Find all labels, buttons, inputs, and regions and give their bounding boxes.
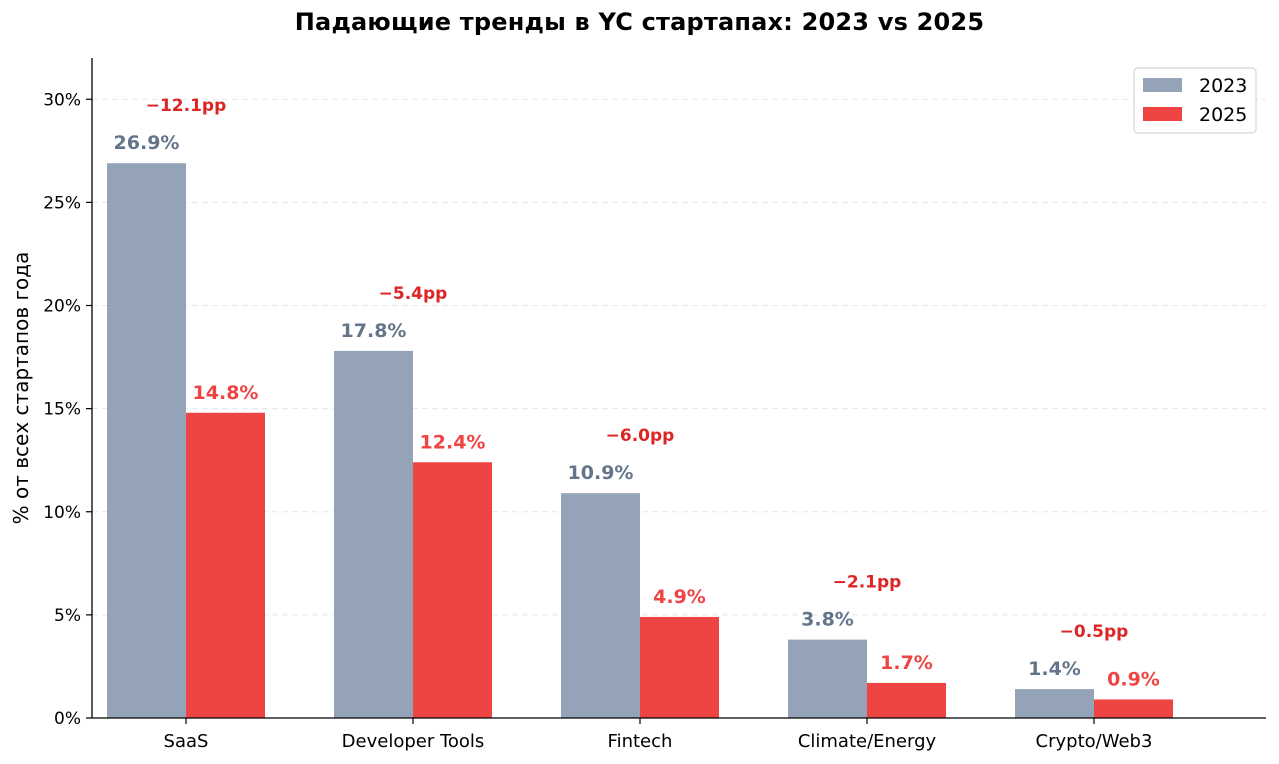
change-annotation: −12.1pp [146, 96, 227, 116]
y-tick-label: 25% [43, 193, 81, 213]
bar-2025 [867, 682, 946, 718]
bar-value-label: 12.4% [420, 431, 486, 453]
x-tick-label: Fintech [608, 731, 673, 752]
bar-2023 [1015, 689, 1094, 718]
y-tick-label: 30% [43, 90, 81, 110]
bar-2023 [334, 350, 413, 718]
legend-label: 2025 [1199, 104, 1247, 126]
legend-swatch-2025 [1143, 107, 1182, 121]
legend-label: 2023 [1199, 75, 1247, 97]
change-annotation: −6.0pp [606, 426, 675, 446]
x-tick-label: Crypto/Web3 [1036, 731, 1153, 752]
bar-value-label: 1.7% [880, 652, 933, 674]
y-tick-label: 5% [54, 606, 81, 626]
bar-2025 [413, 462, 492, 718]
bar-value-label: 0.9% [1107, 668, 1160, 690]
y-tick-label: 10% [43, 503, 81, 523]
change-annotation: −5.4pp [379, 284, 448, 304]
x-tick-label: SaaS [164, 731, 209, 752]
bar-value-label: 4.9% [653, 586, 706, 608]
change-annotation: −0.5pp [1060, 622, 1129, 642]
bar-2023 [788, 639, 867, 718]
x-tick-label: Developer Tools [342, 731, 485, 752]
bar-value-label: 10.9% [568, 462, 634, 484]
y-tick-label: 15% [43, 400, 81, 420]
bar-2025 [1094, 699, 1173, 718]
change-annotation: −2.1pp [833, 573, 902, 593]
bar-value-label: 17.8% [341, 320, 407, 342]
bar-value-label: 26.9% [114, 132, 180, 154]
bar-value-label: 3.8% [801, 609, 854, 631]
bar-value-label: 1.4% [1028, 658, 1081, 680]
bar-value-label: 14.8% [193, 382, 259, 404]
legend-swatch-2023 [1143, 78, 1182, 92]
bar-2023 [561, 493, 640, 718]
chart-title: Падающие тренды в YC стартапах: 2023 vs … [294, 8, 985, 36]
bar-2025 [640, 616, 719, 718]
x-tick-label: Climate/Energy [798, 731, 937, 752]
y-axis-label: % от всех стартапов года [9, 252, 33, 525]
y-tick-label: 0% [54, 709, 81, 729]
y-tick-label: 20% [43, 297, 81, 317]
bar-2025 [186, 412, 265, 718]
bar-2023 [107, 163, 186, 718]
